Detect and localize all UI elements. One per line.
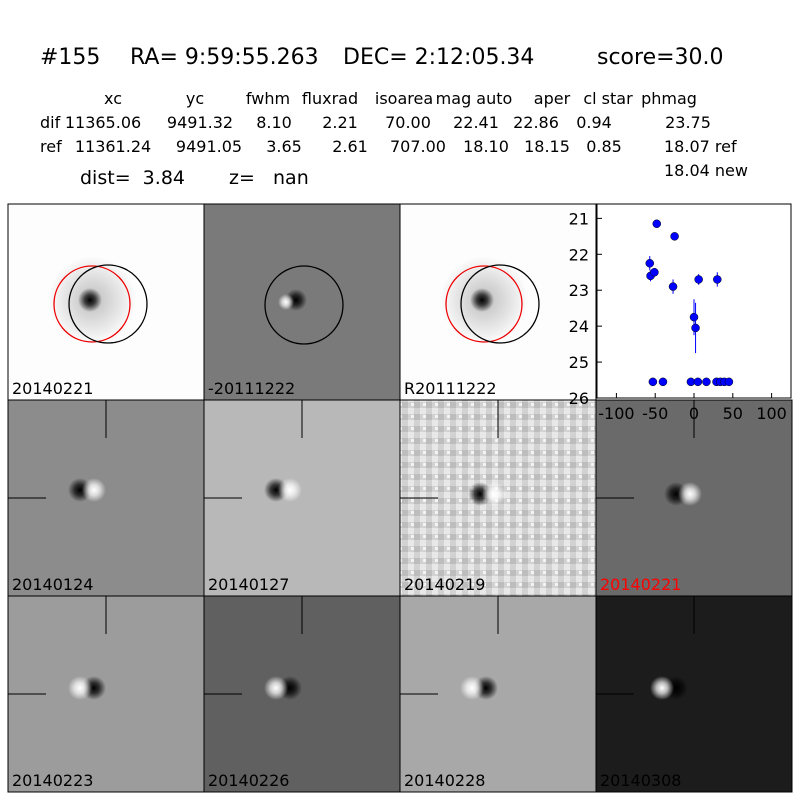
table-cell: dif bbox=[40, 113, 61, 132]
dec: DEC= 2:12:05.34 bbox=[343, 45, 534, 70]
table-cell: 2.61 bbox=[332, 137, 368, 156]
y-tick-label: 23 bbox=[569, 281, 589, 300]
table-cell: 3.65 bbox=[266, 137, 302, 156]
dipole-light bbox=[678, 482, 702, 506]
y-tick-label: 26 bbox=[569, 389, 589, 408]
stamp-label: 20140223 bbox=[12, 771, 93, 790]
dipole-light bbox=[278, 478, 302, 502]
point bbox=[670, 232, 679, 241]
column-header: phmag bbox=[641, 89, 697, 108]
dipole-light bbox=[82, 478, 106, 502]
table-cell: 22.41 bbox=[453, 113, 499, 132]
dipole-light bbox=[650, 676, 674, 700]
stamp-label: 20140219 bbox=[404, 575, 485, 594]
dipole-light bbox=[482, 482, 506, 506]
point bbox=[668, 282, 678, 291]
point bbox=[645, 259, 655, 268]
stamp-label: 20140226 bbox=[208, 771, 289, 790]
stamp-label: R20111222 bbox=[404, 379, 497, 398]
point bbox=[691, 323, 700, 333]
point bbox=[694, 275, 703, 284]
x-tick-label: 50 bbox=[723, 404, 743, 423]
redshift: z= nan bbox=[229, 167, 309, 189]
table-cell: 18.07 ref bbox=[664, 137, 737, 156]
table-cell: 0.85 bbox=[586, 137, 622, 156]
x-tick-label: 100 bbox=[756, 404, 787, 423]
ref-circle bbox=[445, 265, 523, 343]
point bbox=[652, 219, 662, 229]
column-header: cl star bbox=[583, 89, 633, 108]
stamp-label: -20111222 bbox=[208, 379, 295, 398]
table-extra: 18.04 new bbox=[664, 161, 748, 180]
x-tick-label: -50 bbox=[642, 404, 668, 423]
stamp-label: 20140308 bbox=[600, 771, 681, 790]
x-tick-label: -100 bbox=[598, 404, 634, 423]
dipole-light bbox=[68, 676, 92, 700]
header: #155 RA= 9:59:55.263 DEC= 2:12:05.34 sco… bbox=[40, 45, 724, 70]
stamp-label: 20140221 bbox=[600, 575, 681, 594]
stamps: 20140221 -20111222 R20111222 20140124 201401… bbox=[7, 203, 793, 793]
ref-circle bbox=[53, 265, 131, 343]
point bbox=[702, 377, 711, 387]
point bbox=[648, 377, 658, 387]
object-id: #155 bbox=[40, 45, 100, 70]
stamp-label: 20140124 bbox=[12, 575, 93, 594]
stamp-label: 20140228 bbox=[404, 771, 485, 790]
column-header: mag auto bbox=[436, 89, 513, 108]
table-cell: 0.94 bbox=[576, 113, 612, 132]
stamp-label: 20140221 bbox=[12, 379, 93, 398]
det-circle bbox=[264, 265, 344, 345]
dipole-light bbox=[460, 676, 484, 700]
point bbox=[689, 312, 699, 322]
table-cell: 9491.05 bbox=[176, 137, 242, 156]
table-cell: 11361.24 bbox=[75, 137, 151, 156]
table-cell: 18.10 bbox=[463, 137, 509, 156]
y-tick-label: 25 bbox=[569, 353, 589, 372]
table-cell: 23.75 bbox=[665, 113, 711, 132]
column-header: yc bbox=[186, 89, 204, 108]
table-cell: 2.21 bbox=[322, 113, 358, 132]
point bbox=[713, 275, 722, 284]
table-cell: 70.00 bbox=[385, 113, 431, 132]
column-header: fluxrad bbox=[302, 89, 358, 108]
table-cell: 11365.06 bbox=[65, 113, 141, 132]
table-cell: 8.10 bbox=[256, 113, 292, 132]
column-header: isoarea bbox=[375, 89, 433, 108]
point bbox=[724, 377, 734, 387]
dipole-light bbox=[278, 294, 294, 310]
table-cell: 9491.32 bbox=[167, 113, 233, 132]
source bbox=[470, 288, 494, 312]
y-tick-label: 22 bbox=[569, 245, 589, 264]
stamp-label: 20140127 bbox=[208, 575, 289, 594]
point bbox=[650, 268, 659, 277]
dipole-light bbox=[264, 676, 288, 700]
column-header: xc bbox=[104, 89, 122, 108]
column-header: fwhm bbox=[246, 89, 290, 108]
point bbox=[693, 377, 703, 387]
table-cell: ref bbox=[40, 137, 62, 156]
ra: RA= 9:59:55.263 bbox=[130, 45, 319, 70]
det-circle bbox=[460, 264, 540, 344]
column-header: aper bbox=[534, 89, 571, 108]
table-cell: 707.00 bbox=[390, 137, 446, 156]
point bbox=[658, 377, 668, 387]
y-tick-label: 21 bbox=[569, 209, 589, 228]
source bbox=[78, 288, 102, 312]
plot: -100 -50 0 50 100 21 22 23 24 25 26 bbox=[569, 203, 792, 423]
y-tick-label: 24 bbox=[569, 317, 589, 336]
table-cell: 18.15 bbox=[524, 137, 570, 156]
table-cell: 22.86 bbox=[513, 113, 559, 132]
det-circle bbox=[68, 264, 148, 344]
dist: dist= 3.84 bbox=[80, 167, 185, 189]
table: 18.04 new xc yc fwhm fluxrad isoarea mag auto… bbox=[40, 89, 748, 180]
x-tick-label: 0 bbox=[689, 404, 699, 423]
score: score=30.0 bbox=[597, 45, 724, 70]
